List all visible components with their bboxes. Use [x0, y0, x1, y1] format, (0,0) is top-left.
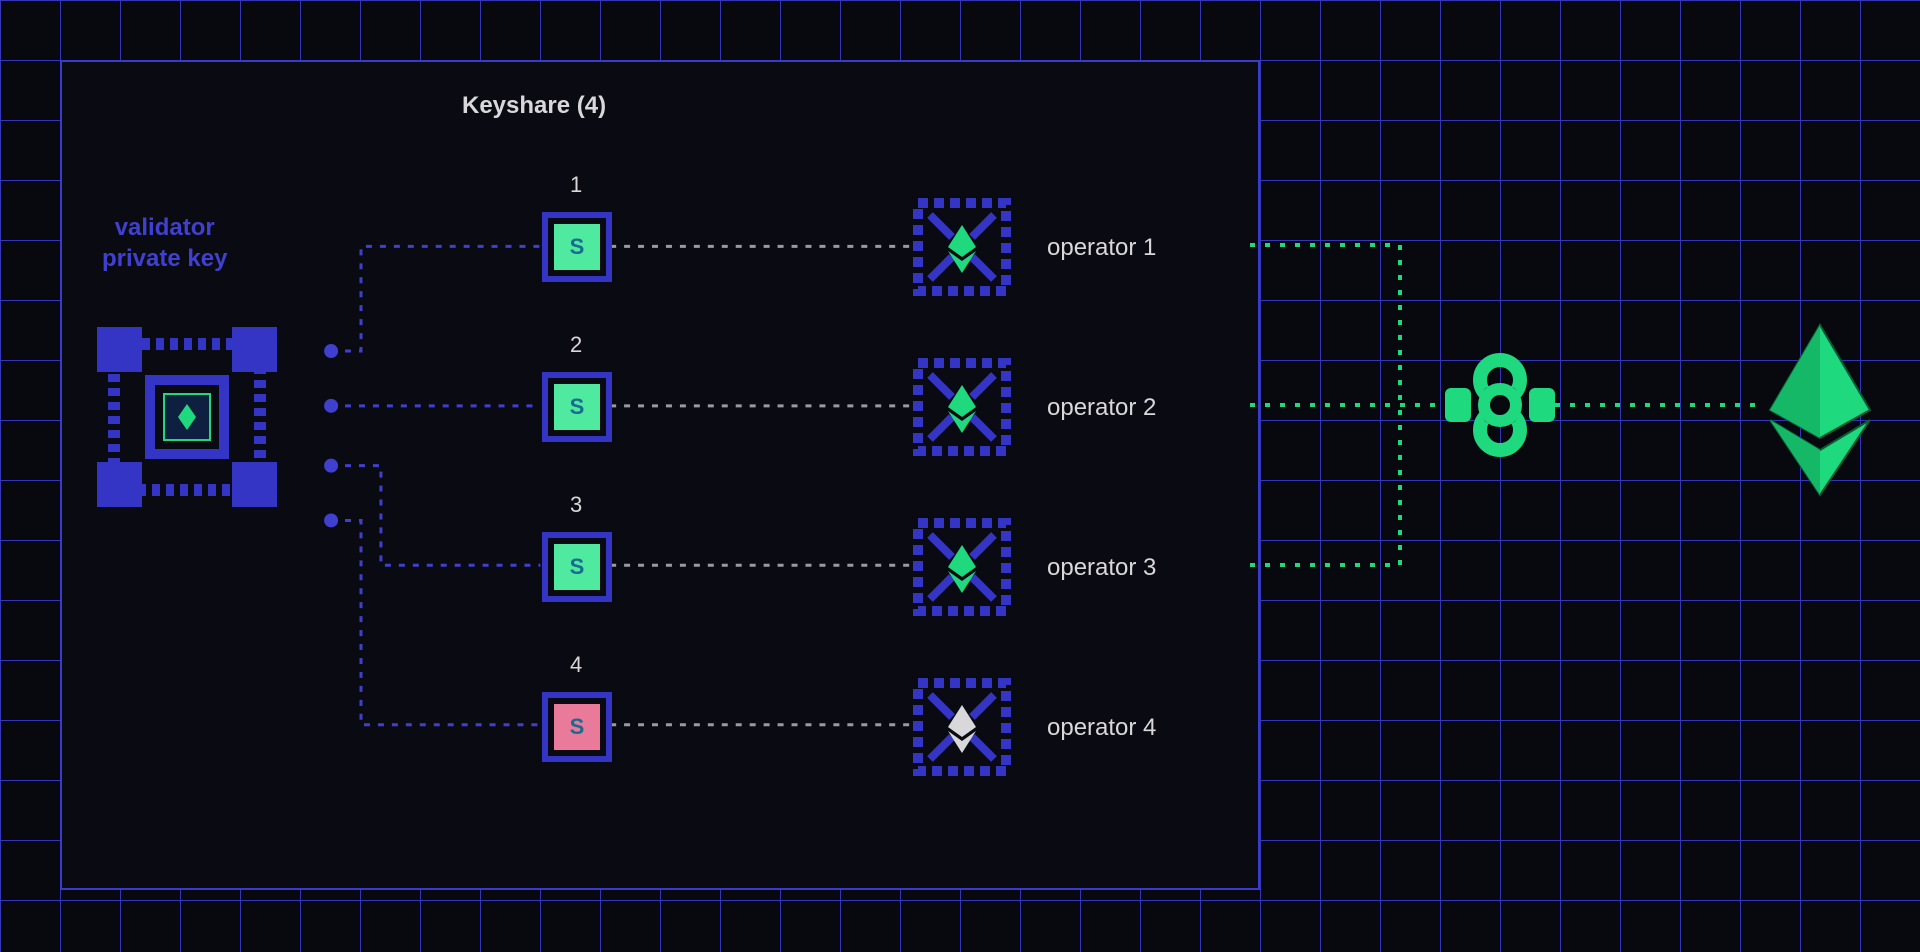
keyshare-number: 4	[570, 652, 582, 678]
validator-label-l2: private key	[102, 245, 227, 272]
validator-label-l1: validator	[115, 214, 215, 241]
validator-node	[92, 322, 282, 512]
keyshare-box-1: S	[542, 212, 612, 282]
operator-node-2	[912, 357, 1012, 457]
ethereum-icon	[1760, 320, 1880, 505]
keyshare-box-2: S	[542, 372, 612, 442]
aggregator-icon	[1440, 350, 1560, 465]
operator-node-1	[912, 197, 1012, 297]
validator-label: validator private key	[102, 212, 227, 274]
operator-label: operator 1	[1047, 234, 1156, 262]
operator-node-3	[912, 517, 1012, 617]
keyshare-title: Keyshare (4)	[462, 92, 606, 120]
operator-node-4	[912, 677, 1012, 777]
keyshare-number: 2	[570, 332, 582, 358]
operator-label: operator 3	[1047, 554, 1156, 582]
operator-label: operator 2	[1047, 394, 1156, 422]
keyshare-box-4: S	[542, 692, 612, 762]
keyshare-box-3: S	[542, 532, 612, 602]
keyshare-number: 1	[570, 172, 582, 198]
operator-label: operator 4	[1047, 714, 1156, 742]
keyshare-number: 3	[570, 492, 582, 518]
diagram-panel: Keyshare (4) validator private key	[60, 60, 1260, 890]
